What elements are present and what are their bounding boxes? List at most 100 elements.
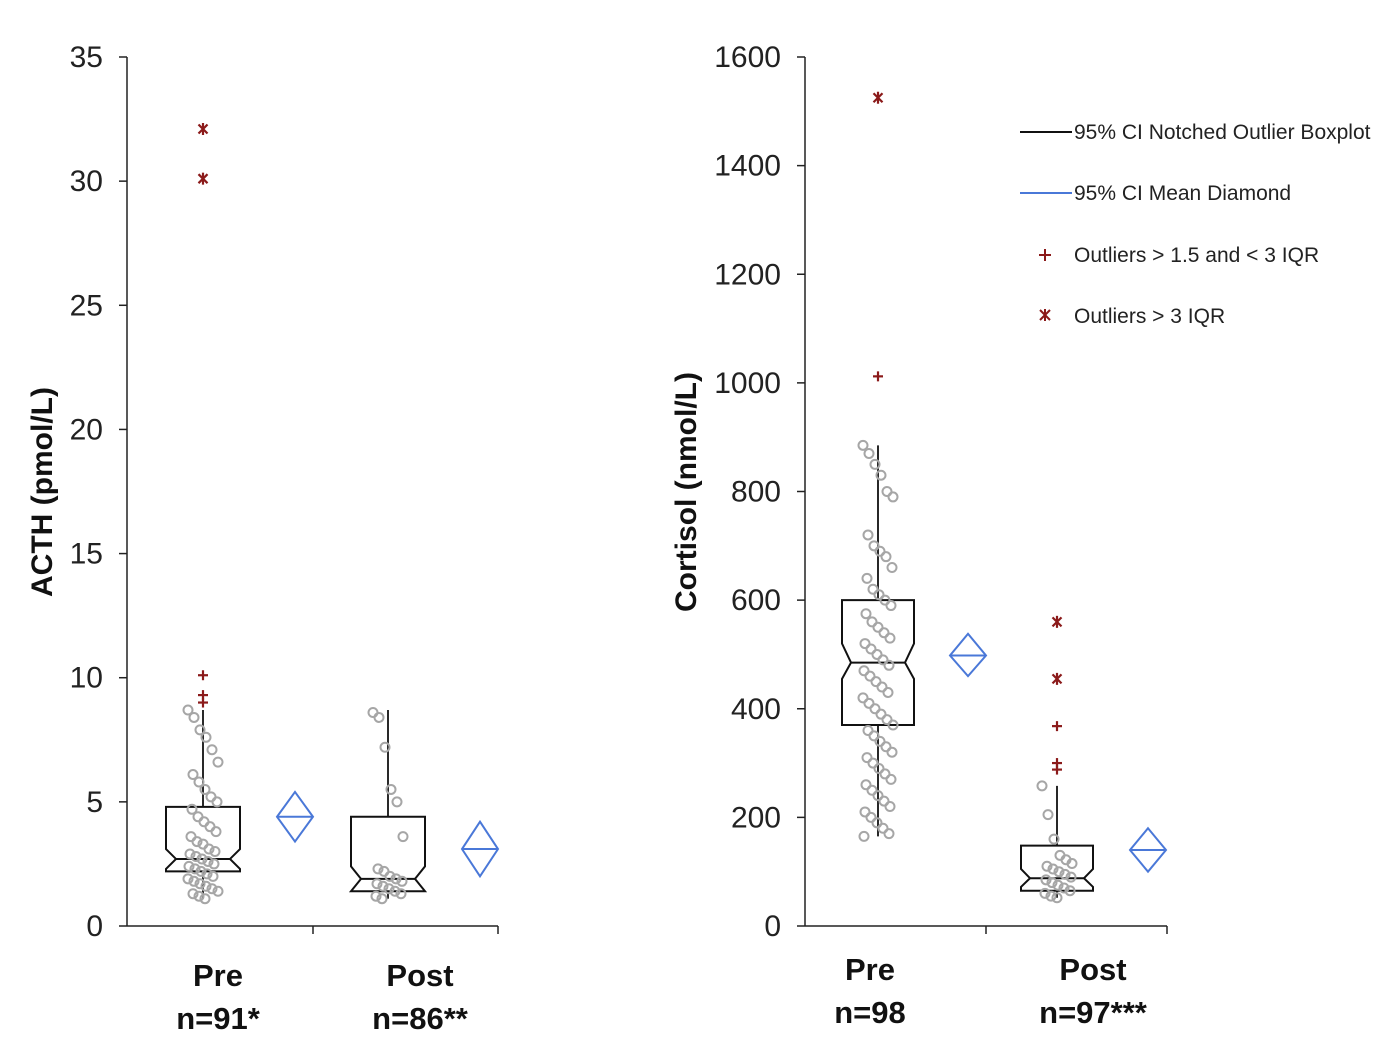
acth-post-data-point (391, 796, 403, 808)
acth-pre-data-point (192, 811, 204, 823)
acth-pre-data-point (187, 888, 199, 900)
acth-pre-extreme-outlier-0 (197, 123, 209, 136)
cortisol-pre-data-point (867, 757, 879, 769)
cortisol-pre-data-point (876, 681, 888, 693)
cortisol-pre-data-point (861, 572, 873, 584)
cortisol-post-data-point (1042, 809, 1054, 821)
cortisol-pre-data-point (887, 719, 899, 731)
cortisol-post-data-point (1059, 868, 1071, 880)
acth-post-data-point (379, 741, 391, 753)
cortisol-pre-data-point (878, 795, 890, 807)
cortisol-n-post: n=97*** (1039, 995, 1148, 1030)
acth-pre-data-point (209, 846, 221, 858)
cortisol-post-data-point (1045, 890, 1057, 902)
legend-label-extreme-outliers: Outliers > 3 IQR (1074, 305, 1225, 328)
acth-pre-data-point (195, 865, 207, 877)
acth-pre-data-point (210, 826, 222, 838)
cortisol-pre-data-point (868, 540, 880, 552)
legend-item-boxplot: 95% CI Notched Outlier Boxplot (1020, 121, 1371, 144)
acth-y-tick-label-20: 20 (70, 413, 103, 446)
cortisol-pre-data-point (886, 746, 898, 758)
acth-pre-data-point (188, 711, 200, 723)
acth-pre-data-point (208, 858, 220, 870)
cortisol-post-data-point (1047, 863, 1059, 875)
acth-pre-data-point (182, 873, 194, 885)
acth-panel: ACTH (pmol/L) 0 5 10 15 20 25 30 35 Pre n=91* P… (26, 41, 500, 1036)
cortisol-pre-data-point (860, 779, 872, 791)
cortisol-y-tick-label-0: 0 (764, 910, 781, 943)
cortisol-pre-data-point (873, 762, 885, 774)
cortisol-y-tick-label-1400: 1400 (714, 150, 781, 183)
cortisol-category-post: Post (1059, 952, 1126, 987)
cortisol-pre-data-point (877, 822, 889, 834)
acth-pre-data-point (193, 776, 205, 788)
acth-category-post: Post (386, 958, 453, 993)
acth-pre-data-point (185, 831, 197, 843)
cortisol-pre-data-point (872, 621, 884, 633)
acth-post-data-point (371, 878, 383, 890)
acth-pre-data-point (206, 744, 218, 756)
cortisol-pre-data-point (866, 784, 878, 796)
cortisol-pre-mean-diamond (948, 632, 988, 678)
cortisol-post-data-point (1051, 892, 1063, 904)
cortisol-pre-data-point (875, 708, 887, 720)
cortisol-pre-data-point (880, 741, 892, 753)
cortisol-pre-data-point (869, 703, 881, 715)
acth-pre-data-point (196, 853, 208, 865)
cortisol-pre-data-point (866, 616, 878, 628)
cortisol-post-data-point (1064, 885, 1076, 897)
cortisol-post-data-point (1036, 780, 1048, 792)
cortisol-pre-data-point (864, 670, 876, 682)
cortisol-pre-data-point (873, 589, 885, 601)
cortisol-pre-data-point (857, 692, 869, 704)
cortisol-plot-area (841, 91, 1168, 904)
cortisol-pre-notched-box (841, 599, 915, 727)
acth-pre-data-point (198, 816, 210, 828)
acth-pre-data-point (188, 875, 200, 887)
cortisol-pre-data-point (875, 469, 887, 481)
cortisol-pre-mild-outlier-0 (873, 371, 883, 382)
cortisol-pre-data-point (863, 447, 875, 459)
legend-item-mild-outliers: Outliers > 1.5 and < 3 IQR (1039, 244, 1319, 267)
acth-post-notched-box (348, 815, 428, 893)
acth-y-tick-label-30: 30 (70, 165, 103, 198)
acth-y-tick-label-5: 5 (86, 786, 103, 819)
acth-post-data-point (385, 783, 397, 795)
cortisol-pre-data-point (862, 529, 874, 541)
cortisol-post-data-point (1041, 860, 1053, 872)
acth-pre-data-point (206, 883, 218, 895)
cortisol-pre-data-point (883, 828, 895, 840)
cortisol-pre-data-point (862, 724, 874, 736)
cortisol-y-tick-label-600: 600 (731, 584, 781, 617)
acth-post-data-point (376, 893, 388, 905)
acth-pre-mean-diamond (275, 790, 315, 844)
acth-pre-data-point (201, 868, 213, 880)
acth-post-data-point (389, 885, 401, 897)
acth-pre-data-point (205, 791, 217, 803)
cortisol-pre-data-point (874, 545, 886, 557)
cortisol-post-mean-diamond (1128, 826, 1168, 874)
cortisol-pre-data-point (885, 600, 897, 612)
acth-pre-data-point (199, 893, 211, 905)
acth-pre-data-point (193, 890, 205, 902)
acth-post-data-point (383, 883, 395, 895)
cortisol-post-mild-outlier-0 (1052, 721, 1062, 732)
acth-post-data-point (367, 706, 379, 718)
cortisol-pre-data-point (883, 659, 895, 671)
cortisol-pre-data-point (881, 714, 893, 726)
cortisol-post-data-point (1066, 858, 1078, 870)
cortisol-pre-data-point (879, 594, 891, 606)
cortisol-pre-data-point (860, 608, 872, 620)
acth-y-tick-label-0: 0 (86, 910, 103, 943)
cortisol-pre-data-point (858, 830, 870, 842)
acth-pre-mild-outlier-0 (198, 670, 208, 681)
cortisol-y-axis-title: Cortisol (nmol/L) (670, 372, 703, 612)
cortisol-pre-data-point (871, 817, 883, 829)
acth-axes: 0 5 10 15 20 25 30 35 (70, 41, 499, 943)
acth-y-tick-label-15: 15 (70, 538, 103, 571)
acth-pre-data-point (211, 796, 223, 808)
acth-post-data-point (372, 863, 384, 875)
cortisol-post-data-point (1065, 871, 1077, 883)
acth-post-data-point (370, 890, 382, 902)
cortisol-pre-data-point (877, 654, 889, 666)
